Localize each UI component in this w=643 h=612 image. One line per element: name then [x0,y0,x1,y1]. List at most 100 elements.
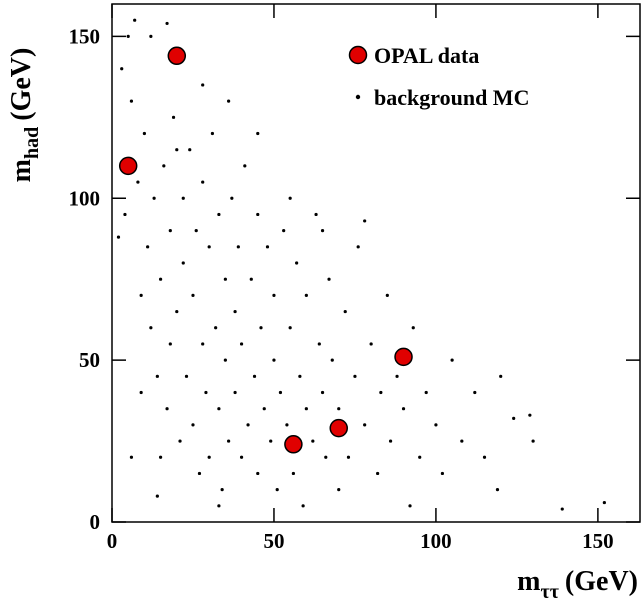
mc-point [262,407,266,411]
mc-point [499,374,503,378]
mc-point [301,504,305,508]
mc-point [181,196,185,200]
x-tick-label: 150 [582,529,614,553]
mc-point [223,277,227,281]
mc-point [512,416,516,420]
mc-point [243,164,247,168]
mc-point [346,455,351,459]
mc-point [473,390,477,395]
mc-point [304,407,308,411]
mc-point [379,390,383,395]
mc-point [528,413,532,417]
mc-point [265,245,270,249]
mc-point [314,212,318,217]
mc-point [142,131,146,136]
mc-point [120,67,124,71]
mc-point [220,488,224,492]
mc-point [175,309,179,314]
x-label-text: m [517,566,540,597]
mc-point [214,326,218,330]
mc-point [155,374,159,378]
mc-point [136,180,140,184]
legend-label: OPAL data [374,43,479,68]
mc-point [171,115,176,119]
mc-point [418,455,422,459]
mc-point [227,99,231,103]
mc-point [223,358,227,362]
y-tick-label: 100 [69,186,101,210]
mc-point [165,407,169,411]
mc-point [272,358,276,362]
mc-point [197,471,202,476]
mc-point [129,99,134,103]
mc-point [207,245,211,249]
y-axis-label: mhad (GeV) [6,48,43,183]
mc-point [181,261,185,265]
mc-point [337,407,341,411]
mc-point [298,374,302,378]
mc-point [320,390,325,395]
mc-point [376,471,380,476]
mc-point [434,423,438,427]
mc-point [139,390,143,395]
mc-point [330,358,334,362]
mc-point [440,471,445,476]
mc-point [560,507,564,511]
mc-point [388,439,393,443]
plot-frame [111,3,641,523]
mc-point [152,196,156,200]
mc-point [155,494,159,498]
data-point [118,156,138,176]
mc-point [395,374,399,378]
x-label-unit: (GeV) [565,566,638,597]
mc-point [233,390,237,395]
mc-point [233,309,237,314]
mc-point [256,131,260,136]
mc-point [158,455,163,459]
mc-point [149,34,153,38]
mc-point [149,326,153,330]
mc-point [175,148,179,152]
mc-point [230,196,234,200]
mc-point [269,439,273,443]
mc-point [275,488,279,492]
mc-point [210,131,215,136]
mc-point [327,277,331,281]
mc-point [337,488,341,492]
mc-point [256,471,260,476]
mc-point [201,342,205,346]
mc-point [249,277,253,281]
mc-point [201,83,205,87]
mc-point [408,504,412,508]
mc-point [227,439,231,443]
mc-point [272,293,276,297]
mc-point [288,196,292,200]
y-tick-label: 0 [90,510,101,534]
mc-point [411,326,415,330]
legend-marker [348,45,368,65]
x-tick-label: 100 [420,529,452,553]
mc-point [363,219,367,223]
mc-point [450,358,454,362]
mc-point [133,18,137,22]
y-label-text: m [6,159,37,182]
mc-point [285,423,289,427]
mc-point [369,342,373,346]
mc-point [201,180,205,184]
mc-point [320,229,325,233]
mc-point [278,390,283,395]
mc-point [116,235,121,239]
mc-point [168,342,172,346]
mc-point [239,342,244,346]
mc-point [236,245,240,249]
mc-point [165,21,169,26]
legend-marker [355,94,361,100]
mc-point [295,261,299,265]
mc-point [385,293,389,297]
mc-point [291,471,295,476]
mc-point [343,309,347,314]
mc-point [162,164,166,168]
y-label-unit: (GeV) [6,48,37,121]
mc-point [324,455,328,459]
